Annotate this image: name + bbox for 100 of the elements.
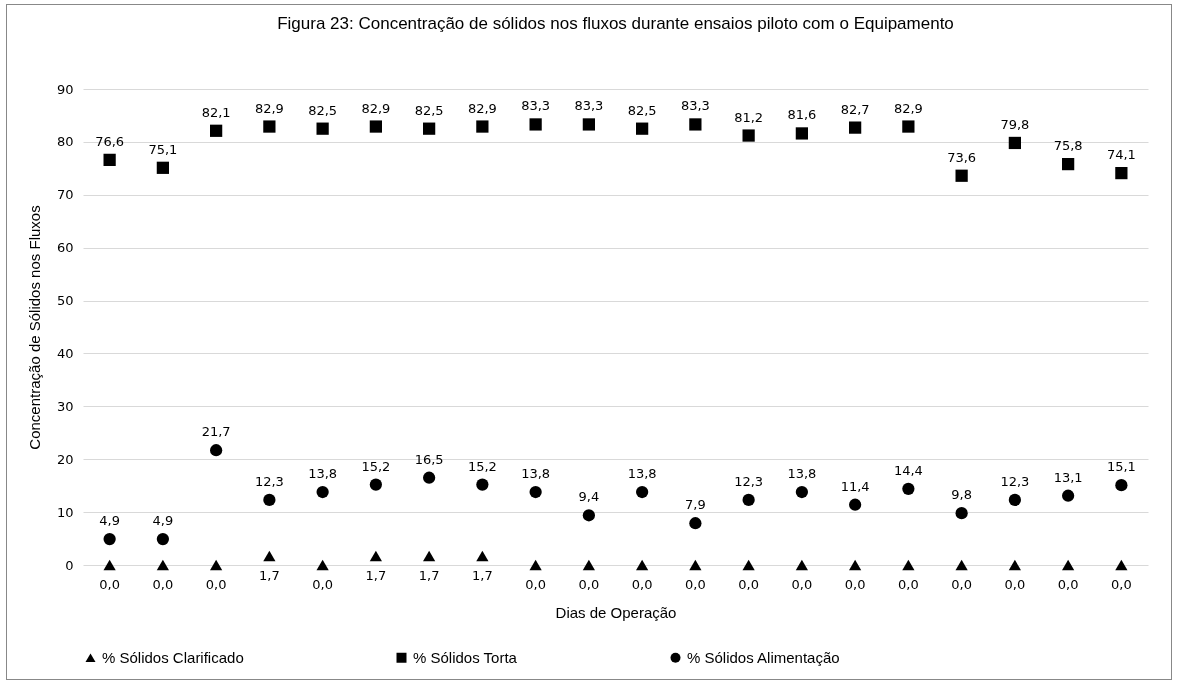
point	[103, 532, 116, 546]
y-tick-label: 50	[56, 293, 74, 309]
point	[210, 559, 223, 571]
point	[636, 485, 649, 499]
data-label: 13,8	[627, 466, 657, 482]
point	[795, 559, 808, 571]
point	[476, 478, 489, 491]
point	[529, 118, 542, 131]
point	[263, 120, 276, 133]
data-label: 0,0	[631, 577, 653, 592]
data-label: 13,8	[521, 466, 551, 482]
point	[529, 485, 542, 499]
point	[263, 493, 276, 507]
data-label: 4,9	[99, 513, 120, 529]
point	[582, 559, 595, 571]
point	[849, 498, 862, 511]
data-label: 75,1	[148, 141, 178, 157]
point	[902, 120, 915, 133]
data-label: 82,9	[361, 100, 391, 116]
point	[742, 493, 755, 507]
data-label: 74,1	[1106, 147, 1136, 163]
point	[1008, 493, 1021, 507]
data-label: 82,5	[627, 102, 657, 118]
y-tick-label: 30	[56, 398, 74, 414]
point	[1008, 136, 1021, 150]
data-label: 82,7	[840, 101, 870, 117]
chart-title: Figura 23: Concentração de sólidos nos fluxos durante ensaios piloto com o Equipamento	[277, 14, 954, 33]
data-label: 0,0	[525, 577, 546, 592]
legend-label: % Sólidos Clarificado	[102, 648, 244, 666]
point	[1008, 559, 1021, 571]
data-label: 0,0	[685, 577, 706, 592]
data-label: 0,0	[205, 577, 227, 592]
point	[369, 120, 382, 133]
data-label: 75,8	[1053, 138, 1083, 154]
data-label: 82,1	[201, 104, 231, 120]
point	[689, 118, 702, 131]
data-label: 82,5	[308, 102, 338, 118]
data-label: 82,9	[254, 100, 284, 116]
point	[689, 559, 702, 571]
data-label: 81,6	[787, 107, 817, 123]
data-label: 12,3	[254, 473, 284, 489]
data-label: 1,7	[418, 568, 440, 584]
y-tick-label: 40	[56, 345, 74, 361]
point	[742, 559, 755, 571]
data-label: 0,0	[312, 577, 333, 592]
data-label: 9,4	[578, 489, 600, 505]
y-tick-label: 90	[56, 81, 74, 97]
data-label: 9,8	[951, 487, 972, 503]
data-label: 13,8	[787, 466, 817, 482]
data-label: 0,0	[738, 577, 759, 592]
data-label: 81,2	[734, 109, 764, 125]
data-label: 0,0	[578, 577, 600, 592]
data-label: 7,9	[685, 497, 706, 513]
point	[156, 532, 169, 546]
point	[636, 559, 649, 571]
data-label: 1,7	[259, 568, 280, 584]
data-label: 0,0	[898, 577, 919, 592]
data-label: 0,0	[99, 577, 120, 592]
data-label: 11,4	[840, 478, 870, 494]
data-label: 83,3	[521, 98, 551, 114]
point	[1115, 479, 1128, 492]
point	[1062, 489, 1075, 502]
data-label: 0,0	[1111, 577, 1132, 592]
point	[849, 559, 862, 571]
point	[369, 550, 382, 562]
data-label: 73,6	[947, 149, 977, 165]
point	[795, 485, 808, 499]
point	[210, 124, 223, 137]
data-label: 1,7	[365, 568, 387, 584]
point	[636, 122, 649, 135]
point	[689, 517, 702, 530]
data-label: 21,7	[201, 424, 231, 440]
point	[210, 444, 223, 457]
point	[423, 550, 436, 562]
point	[156, 559, 169, 571]
point	[1062, 559, 1075, 571]
data-label: 0,0	[951, 577, 972, 592]
y-tick-label: 70	[56, 187, 74, 203]
data-label: 0,0	[1057, 577, 1079, 592]
point	[529, 559, 542, 571]
legend-label: % Sólidos Torta	[413, 648, 518, 666]
point	[902, 482, 915, 495]
data-label: 0,0	[152, 577, 174, 592]
point	[423, 471, 436, 484]
data-label: 15,2	[361, 458, 391, 474]
point	[423, 122, 436, 135]
point	[476, 550, 489, 562]
y-tick-label: 0	[65, 557, 74, 573]
point	[955, 169, 968, 182]
y-axis-title: Concentração de Sólidos nos Fluxos	[25, 205, 43, 450]
data-label: 83,3	[574, 98, 604, 114]
data-label: 16,5	[414, 451, 444, 467]
data-label: 14,4	[893, 462, 923, 478]
point	[1115, 166, 1128, 180]
y-tick-label: 20	[56, 451, 74, 467]
point	[955, 507, 968, 520]
point	[902, 559, 915, 571]
data-label: 76,6	[95, 133, 125, 149]
data-label: 15,1	[1106, 459, 1136, 475]
data-label: 1,7	[472, 568, 493, 584]
